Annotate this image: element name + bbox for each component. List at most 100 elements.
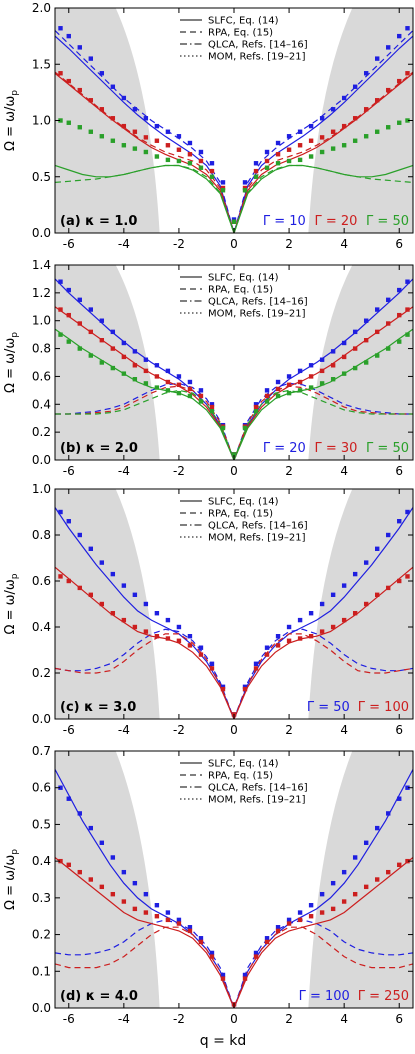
y-tick-label: 0.1 (32, 964, 51, 978)
data-point (231, 452, 237, 457)
data-point (88, 129, 93, 134)
y-tick-label: 0.6 (32, 574, 51, 588)
x-tick-label: -2 (173, 464, 185, 478)
data-point (397, 796, 402, 801)
data-point (121, 123, 127, 129)
data-point (143, 629, 149, 634)
data-point (375, 307, 380, 312)
data-point (375, 129, 380, 134)
data-point (330, 624, 336, 630)
data-point (220, 180, 226, 185)
data-point (99, 107, 105, 112)
legend-label: RPA, Eq. (15) (208, 285, 273, 296)
data-point (231, 219, 237, 224)
data-point (110, 891, 116, 897)
curve-blue-solid (55, 278, 413, 460)
curve-green-dashed (55, 164, 413, 233)
data-point (176, 134, 182, 139)
data-point (165, 636, 171, 641)
data-point (209, 174, 215, 179)
legend-label: MOM, Refs. [19–21] (208, 52, 306, 63)
data-point (330, 377, 336, 382)
x-tick-label: -4 (118, 464, 130, 478)
data-point (209, 666, 215, 671)
data-point (242, 425, 248, 431)
gamma-label: Γ = 50 (366, 214, 409, 229)
legend-label: QLCA, Refs. [14–16] (208, 40, 308, 51)
data-point (330, 363, 336, 368)
y-tick-label: 0.8 (32, 342, 51, 356)
data-point (253, 404, 259, 410)
data-point (286, 134, 292, 139)
data-point (397, 578, 402, 584)
data-point (176, 638, 182, 643)
x-tick-label: 0 (230, 237, 238, 251)
data-point (375, 353, 380, 358)
shaded-region (55, 489, 160, 719)
data-point (363, 840, 369, 845)
data-point (275, 152, 281, 157)
data-point (386, 585, 391, 591)
data-point (286, 390, 292, 396)
data-point (308, 363, 314, 368)
data-point (242, 185, 248, 191)
data-point (319, 629, 325, 634)
data-point (363, 107, 369, 112)
data-point (176, 158, 182, 164)
gamma-label: Γ = 250 (358, 989, 409, 1004)
data-point (275, 386, 281, 392)
y-tick-label: 0.3 (32, 891, 51, 905)
data-point (386, 811, 391, 816)
data-point (187, 140, 193, 146)
legend-label: SLFC, Eq. (14) (208, 16, 279, 27)
shaded-region (308, 751, 413, 1008)
data-point (66, 312, 71, 318)
curve-blue-dashed (55, 30, 413, 233)
data-point (319, 135, 325, 140)
data-point (121, 340, 127, 346)
data-point (121, 899, 127, 904)
shaded-region (308, 265, 413, 460)
data-point (143, 910, 149, 915)
x-tick-label: 6 (395, 723, 403, 737)
data-point (341, 143, 347, 148)
data-point (330, 592, 336, 597)
data-point (220, 972, 226, 978)
data-point (352, 855, 358, 860)
curve-blue-dashed (55, 628, 413, 719)
data-point (264, 165, 270, 170)
data-point (99, 71, 105, 76)
data-point (99, 601, 105, 607)
data-point (132, 377, 138, 382)
panel-2: -6 -4 -2 0 2 4 6 0.0 0.2 0.4 0.6 0.8 1.0 1.2 1.4 Ω = ω/… (3, 258, 414, 478)
x-tick-label: 6 (395, 237, 403, 251)
data-point (286, 158, 292, 164)
data-point (286, 382, 292, 387)
data-point (143, 135, 149, 140)
data-point (220, 684, 226, 689)
data-point (297, 129, 303, 134)
data-point (187, 643, 193, 648)
data-point (198, 939, 204, 945)
data-point (330, 107, 336, 112)
legend-label: RPA, Eq. (15) (208, 28, 273, 39)
shaded-region (55, 751, 160, 1008)
y-tick-label: 0.5 (32, 170, 51, 184)
data-point (77, 811, 82, 816)
data-point (397, 862, 402, 868)
data-point (397, 78, 402, 84)
data-point (253, 402, 259, 407)
data-point (132, 880, 138, 886)
data-point (209, 661, 215, 666)
data-point (198, 652, 204, 657)
data-point (143, 149, 149, 155)
data-point (176, 374, 182, 379)
data-point (397, 287, 402, 293)
data-point (352, 571, 358, 577)
data-point (165, 617, 171, 623)
data-point (220, 425, 226, 431)
curve-red-dashed (55, 926, 413, 1008)
data-point (242, 684, 248, 689)
y-axis-label-sub: p (10, 573, 20, 579)
